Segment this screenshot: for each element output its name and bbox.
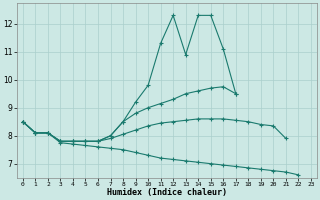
X-axis label: Humidex (Indice chaleur): Humidex (Indice chaleur) (107, 188, 227, 197)
